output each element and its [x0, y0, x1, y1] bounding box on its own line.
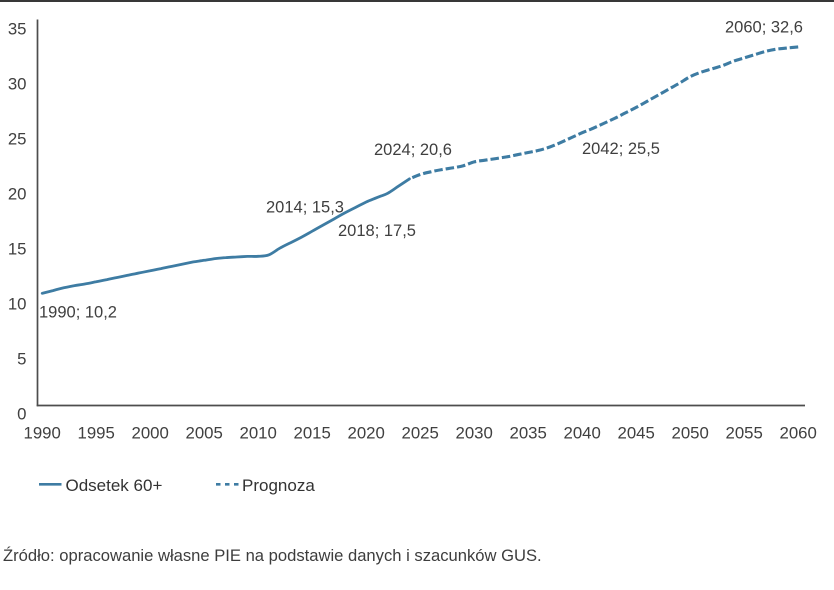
svg-text:2024; 20,6: 2024; 20,6	[374, 141, 452, 159]
svg-text:5: 5	[17, 350, 26, 369]
svg-text:15: 15	[8, 240, 27, 259]
svg-text:1990: 1990	[24, 424, 61, 443]
svg-text:2015: 2015	[294, 424, 331, 443]
svg-text:2040: 2040	[564, 424, 601, 443]
svg-text:2014; 15,3: 2014; 15,3	[266, 198, 344, 216]
svg-text:2045: 2045	[618, 424, 655, 443]
svg-text:2055: 2055	[726, 424, 763, 443]
svg-text:10: 10	[8, 295, 27, 314]
svg-text:30: 30	[8, 75, 27, 94]
svg-text:20: 20	[8, 185, 27, 204]
svg-text:Odsetek 60+: Odsetek 60+	[66, 476, 163, 495]
svg-text:2060; 32,6: 2060; 32,6	[725, 18, 803, 36]
svg-text:2018; 17,5: 2018; 17,5	[338, 222, 416, 240]
svg-text:2000: 2000	[132, 424, 169, 443]
svg-text:2035: 2035	[510, 424, 547, 443]
svg-text:2025: 2025	[402, 424, 439, 443]
svg-text:2020: 2020	[348, 424, 385, 443]
svg-text:2030: 2030	[456, 424, 493, 443]
svg-text:2005: 2005	[186, 424, 223, 443]
svg-text:1995: 1995	[78, 424, 115, 443]
svg-text:Źródło: opracowanie własne PIE: Źródło: opracowanie własne PIE na podsta…	[3, 546, 542, 565]
svg-text:2060: 2060	[780, 424, 817, 443]
svg-text:25: 25	[8, 130, 27, 149]
svg-text:2010: 2010	[240, 424, 277, 443]
svg-text:2042; 25,5: 2042; 25,5	[582, 140, 660, 158]
svg-text:2050: 2050	[672, 424, 709, 443]
svg-text:1990; 10,2: 1990; 10,2	[39, 304, 117, 322]
svg-text:Prognoza: Prognoza	[242, 476, 315, 495]
svg-text:0: 0	[17, 405, 26, 424]
svg-text:35: 35	[8, 20, 27, 39]
